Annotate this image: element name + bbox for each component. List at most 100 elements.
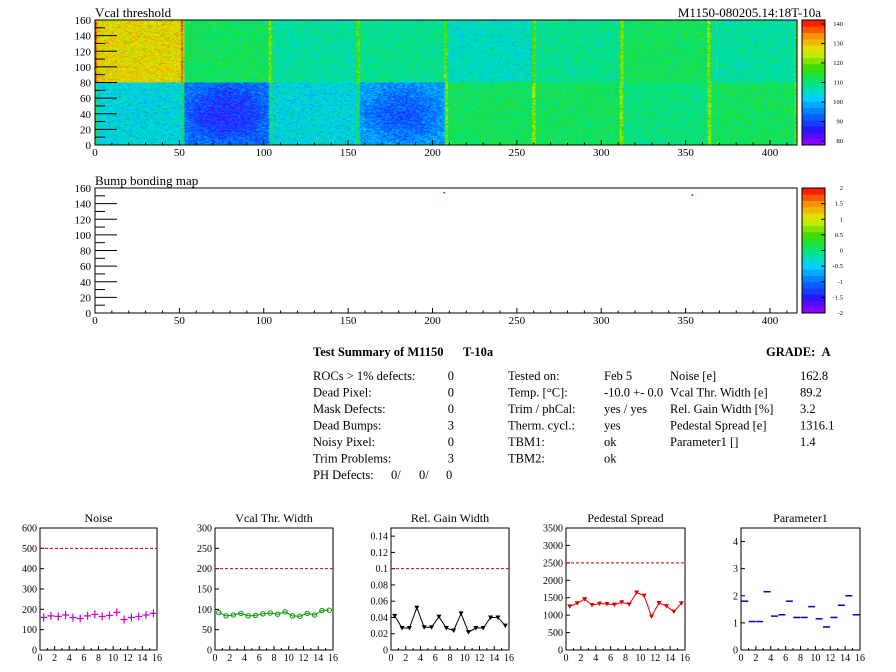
data-point bbox=[120, 615, 128, 624]
data-point bbox=[663, 604, 669, 609]
map-title: Bump bonding map bbox=[95, 173, 198, 188]
colorbar-label: -0.5 bbox=[833, 263, 843, 270]
x-tick-label: 2 bbox=[578, 653, 583, 664]
colorbar-label: -2 bbox=[838, 310, 843, 317]
x-tick-label: 150 bbox=[340, 147, 357, 159]
x-tick-label: 10 bbox=[810, 653, 820, 664]
data-point bbox=[311, 612, 318, 618]
x-tick-label: 100 bbox=[256, 147, 273, 159]
y-tick-label: 400 bbox=[22, 564, 37, 575]
condition-value: ok bbox=[604, 452, 617, 466]
result-value: 1316.1 bbox=[800, 419, 834, 433]
colorbar-bin bbox=[802, 238, 825, 245]
result-label: Parameter1 [] bbox=[670, 435, 738, 449]
data-point bbox=[443, 626, 449, 631]
colorbar-bin bbox=[802, 63, 825, 71]
x-tick-label: 16 bbox=[328, 653, 338, 664]
colorbar-bin bbox=[802, 101, 825, 108]
y-tick-label: 250 bbox=[197, 544, 212, 555]
colorbar-bin bbox=[802, 20, 825, 27]
plot-frame bbox=[94, 187, 798, 314]
colorbar-label: 1.5 bbox=[835, 201, 843, 208]
defect-label: Noisy Pixel: bbox=[313, 435, 375, 449]
data-point bbox=[656, 600, 662, 606]
data-point bbox=[105, 611, 113, 620]
x-tick-label: 250 bbox=[509, 315, 526, 327]
data-point bbox=[574, 601, 580, 606]
x-tick-label: 0 bbox=[38, 653, 43, 664]
y-tick-label: 20 bbox=[80, 292, 92, 304]
plot-title: Parameter1 bbox=[773, 511, 828, 525]
result-label: Rel. Gain Width [%] bbox=[670, 402, 773, 416]
ph-defects-v2: 0/ bbox=[419, 468, 429, 482]
colorbar-bin bbox=[802, 200, 825, 208]
data-point bbox=[649, 614, 655, 620]
y-tick-label: 2000 bbox=[543, 576, 563, 587]
x-tick-label: 16 bbox=[152, 653, 162, 664]
y-tick-label: 40 bbox=[80, 277, 92, 289]
data-point bbox=[289, 613, 296, 619]
x-tick-label: 6 bbox=[608, 653, 613, 664]
data-point bbox=[641, 593, 647, 599]
module-id: M1150-080205.14:18T-10a bbox=[678, 5, 821, 20]
condition-label: TBM2: bbox=[508, 452, 545, 466]
condition-value: yes bbox=[604, 419, 621, 433]
defect-value: 3 bbox=[448, 452, 454, 466]
y-tick-label: 0 bbox=[86, 140, 92, 152]
x-tick-label: 0 bbox=[389, 653, 394, 664]
result-value: 162.8 bbox=[800, 369, 828, 383]
plot-title: Pedestal Spread bbox=[587, 511, 663, 525]
result-label: Pedestal Spread [e] bbox=[670, 419, 767, 433]
x-tick-label: 2 bbox=[227, 653, 232, 664]
data-point bbox=[69, 613, 77, 622]
y-tick-label: 0.1 bbox=[376, 564, 389, 575]
defect-label: Dead Pixel: bbox=[313, 386, 372, 400]
ph-defects-v1: 0/ bbox=[391, 468, 401, 482]
x-tick-label: 0 bbox=[92, 315, 98, 327]
x-tick-label: 14 bbox=[840, 653, 850, 664]
colorbar-label: -1 bbox=[838, 279, 843, 286]
data-point bbox=[223, 613, 229, 619]
condition-value: -10.0 +- 0.0 bbox=[604, 386, 663, 400]
colorbar-label: 130 bbox=[833, 40, 843, 47]
defect-label: ROCs > 1% defects: bbox=[313, 369, 416, 383]
x-tick-label: 2 bbox=[52, 653, 57, 664]
y-tick-label: 0.08 bbox=[371, 580, 389, 591]
result-value: 3.2 bbox=[800, 402, 816, 416]
defect-label: Mask Defects: bbox=[313, 402, 386, 416]
series-line bbox=[394, 606, 506, 633]
x-tick-label: 12 bbox=[825, 653, 835, 664]
data-point bbox=[98, 612, 106, 621]
threshold-pixels bbox=[95, 20, 797, 145]
colorbar-bin bbox=[802, 82, 825, 90]
data-point bbox=[465, 630, 471, 635]
x-tick-label: 350 bbox=[677, 315, 694, 327]
y-tick-label: 1 bbox=[733, 618, 738, 629]
y-tick-label: 100 bbox=[75, 230, 92, 242]
condition-value: Feb 5 bbox=[604, 369, 632, 383]
y-tick-label: 0 bbox=[32, 646, 37, 657]
defect-value: 0 bbox=[448, 435, 454, 449]
colorbar-bin bbox=[802, 126, 825, 133]
data-point bbox=[596, 601, 602, 607]
defect-value: 0 bbox=[448, 402, 454, 416]
condition-label: Temp. [°C]: bbox=[508, 386, 568, 400]
colorbar-label: 80 bbox=[837, 138, 844, 145]
data-point bbox=[76, 614, 84, 623]
y-tick-label: 300 bbox=[22, 585, 37, 596]
colorbar-label: 120 bbox=[833, 60, 843, 67]
grade-display: GRADE: A bbox=[766, 345, 831, 359]
defect-value: 0 bbox=[448, 386, 454, 400]
data-point bbox=[414, 605, 420, 611]
y-tick-label: 0.02 bbox=[371, 629, 389, 640]
x-tick-label: 16 bbox=[504, 653, 514, 664]
x-tick-label: 0 bbox=[92, 147, 98, 159]
colorbar-label: -1.5 bbox=[833, 294, 843, 301]
colorbar-bin bbox=[802, 306, 825, 314]
data-point bbox=[619, 600, 625, 605]
data-point bbox=[297, 613, 303, 619]
x-tick-label: 10 bbox=[635, 653, 645, 664]
summary-table: ROCs > 1% defects: 0 Dead Pixel: 0 Mask Defe… bbox=[313, 369, 834, 482]
